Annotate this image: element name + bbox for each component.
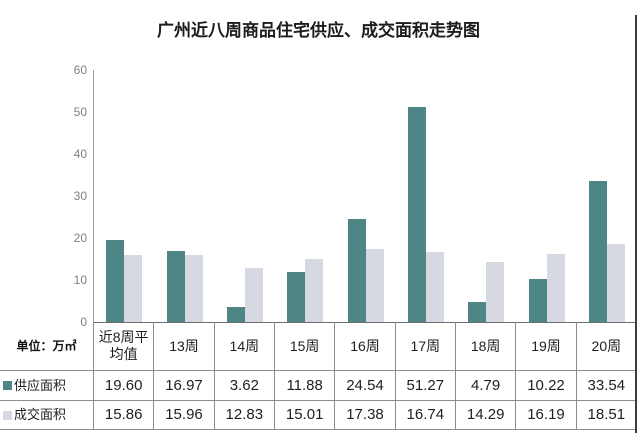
table-header-cell: 19周: [515, 322, 575, 370]
supply-bar: [468, 302, 486, 322]
table-value-cell: 24.54: [334, 370, 395, 400]
supply-bar: [287, 272, 305, 322]
supply-bar: [408, 107, 426, 322]
table-value-cell: 17.38: [334, 400, 395, 430]
supply-bar: [589, 181, 607, 322]
supply-bar: [348, 219, 366, 322]
table-header-cell: 18周: [454, 322, 515, 370]
table-value-cell: 33.54: [575, 370, 636, 400]
transaction-bar: [486, 262, 504, 322]
unit-label: 单位：万㎡: [16, 338, 77, 353]
supply-bar: [106, 240, 124, 322]
legend-square-transaction: [3, 410, 12, 420]
table-value-cell: 18.51: [575, 400, 636, 430]
table-value-cell: 12.83: [213, 400, 274, 430]
table-value-cell: 14.29: [454, 400, 516, 430]
table-value-cell: 16.97: [153, 370, 214, 400]
transaction-bar: [607, 244, 625, 322]
legend-square-supply: [3, 381, 12, 390]
y-axis-tick-label: 40: [73, 147, 87, 161]
y-axis-tick-label: 20: [73, 231, 87, 245]
transaction-bar: [124, 255, 142, 322]
y-axis-tick-label: 60: [73, 63, 87, 77]
transaction-bar: [305, 259, 323, 322]
supply-bar: [529, 279, 547, 322]
table-value-cell: 11.88: [273, 370, 335, 400]
table-header-cell: 14周: [213, 322, 274, 370]
supply-bar: [167, 251, 185, 322]
table-header-cell: 13周: [153, 322, 213, 370]
table-header-cell: 20周: [575, 322, 636, 370]
series-name: 供应面积: [14, 377, 67, 393]
table-header-cell: 16周: [334, 322, 394, 370]
table-value-cell: 10.22: [515, 370, 576, 400]
series-name: 成交面积: [14, 407, 67, 423]
transaction-bar: [547, 254, 565, 322]
table-header-cell: 17周: [394, 322, 455, 370]
data-table: 单位：万㎡ 近8周平均值 13周 14周 15周 16周 17周 18周 19周 20周供应面积 1…: [0, 322, 636, 430]
y-axis-tick-label: 50: [73, 105, 87, 119]
table-value-cell: 51.27: [394, 370, 455, 400]
y-axis-tick-label: 0: [80, 315, 87, 329]
plot-area: [93, 70, 637, 323]
y-axis-tick-label: 10: [73, 273, 87, 287]
image-edge-line: [635, 15, 637, 433]
table-value-cell: 15.86: [93, 400, 154, 430]
table-header-cell: 近8周平均值: [93, 322, 153, 370]
table-value-cell: 16.19: [515, 400, 576, 430]
transaction-bar: [426, 252, 444, 322]
table-value-cell: 19.60: [93, 370, 154, 400]
transaction-row-label: 成交面积: [0, 400, 93, 430]
supply-row-label: 供应面积: [0, 370, 93, 400]
table-value-cell: 16.74: [394, 400, 455, 430]
supply-bar: [227, 307, 245, 322]
table-value-cell: 15.01: [273, 400, 335, 430]
table-value-cell: 15.96: [153, 400, 214, 430]
table-header-cell: 15周: [273, 322, 334, 370]
table-value-cell: 3.62: [213, 370, 274, 400]
table-value-cell: 4.79: [454, 370, 516, 400]
transaction-bar: [245, 268, 263, 322]
transaction-bar: [185, 255, 203, 322]
chart-title: 广州近八周商品住宅供应、成交面积走势图: [157, 21, 480, 40]
y-axis-tick-label: 30: [73, 189, 87, 203]
transaction-bar: [366, 249, 384, 322]
